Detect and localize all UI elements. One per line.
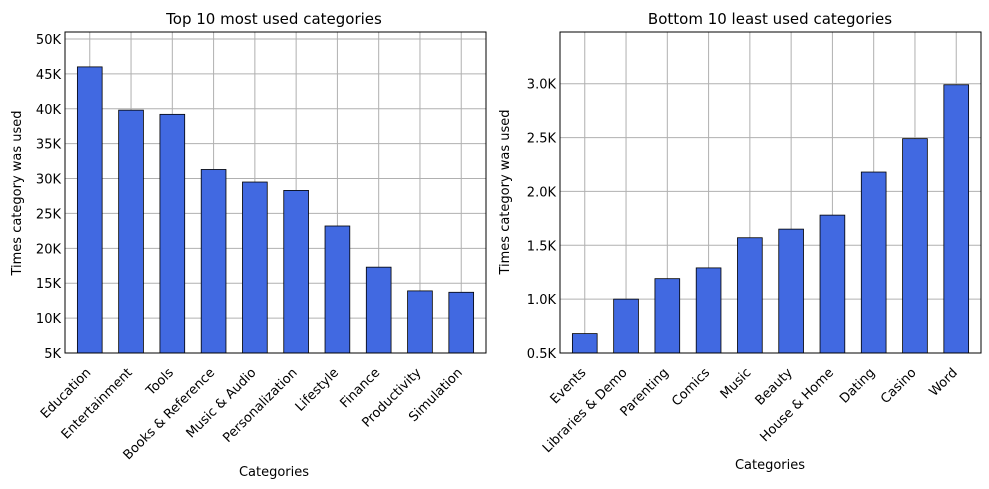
y-tick-label: 20K	[36, 242, 62, 257]
y-tick-label: 5K	[44, 347, 61, 362]
bar	[860, 171, 887, 354]
x-tick-label: Entertainment	[59, 365, 136, 442]
y-tick-label: 25K	[36, 207, 62, 222]
bar	[76, 66, 103, 354]
bar	[324, 225, 351, 354]
y-axis-label: Times category was used	[498, 109, 513, 275]
x-axis-label: Categories	[735, 458, 805, 473]
y-tick-label: 1.0K	[527, 293, 557, 308]
y-tick-label: 45K	[36, 68, 62, 83]
y-tick-label: 1.5K	[527, 239, 557, 254]
bar	[819, 214, 846, 354]
bar	[448, 291, 475, 354]
bar	[571, 333, 598, 354]
y-tick-label: 0.5K	[527, 347, 557, 362]
y-tick-label: 10K	[36, 312, 62, 327]
y-axis-label: Times category was used	[10, 110, 25, 276]
y-tick-label: 30K	[36, 173, 62, 188]
x-tick-label: Personalization	[220, 365, 300, 445]
plot-frame	[559, 31, 982, 354]
chart-top-10: Top 10 most used categories Times catego…	[10, 10, 487, 480]
y-tick-label: 2.0K	[527, 185, 557, 200]
y-tick-label: 2.5K	[527, 132, 557, 147]
chart-bottom-10: Bottom 10 least used categories Times ca…	[498, 10, 982, 473]
bar	[737, 237, 763, 354]
y-ticks: 0.5K 1.0K 1.5K 2.0K 2.5K 3.0K	[527, 78, 557, 362]
x-tick-label: Word	[927, 365, 961, 399]
x-axis-label: Categories	[239, 465, 309, 480]
plot-frame	[64, 31, 487, 354]
bar	[159, 113, 186, 354]
y-ticks: 5K 10K 15K 20K 25K 30K 35K 40K 45K 50K	[36, 33, 62, 362]
x-tick-label: Dating	[837, 365, 878, 406]
chart-title: Top 10 most used categories	[165, 10, 382, 28]
bar	[778, 228, 804, 354]
bar	[407, 290, 433, 354]
bar	[365, 266, 392, 354]
y-tick-label: 3.0K	[527, 78, 557, 93]
bar	[654, 278, 681, 354]
bar	[902, 138, 928, 354]
y-tick-label: 35K	[36, 138, 62, 153]
x-tick-label: Music	[718, 365, 755, 402]
bar	[242, 181, 268, 354]
x-tick-label: Casino	[878, 365, 919, 406]
chart-title: Bottom 10 least used categories	[648, 10, 892, 28]
bar	[283, 190, 309, 354]
x-tick-label: Lifestyle	[293, 365, 342, 414]
x-tick-label: Tools	[143, 365, 177, 399]
y-tick-label: 50K	[36, 33, 62, 48]
y-tick-label: 15K	[36, 277, 62, 292]
x-tick-label: House & Home	[757, 365, 837, 445]
bar	[613, 298, 639, 354]
bars	[571, 84, 970, 354]
bar	[695, 267, 722, 354]
y-tick-label: 40K	[36, 103, 62, 118]
bar	[943, 84, 970, 354]
bar	[118, 109, 144, 354]
bar	[200, 169, 227, 354]
bars	[76, 66, 475, 354]
x-tick-label: Comics	[669, 365, 713, 409]
